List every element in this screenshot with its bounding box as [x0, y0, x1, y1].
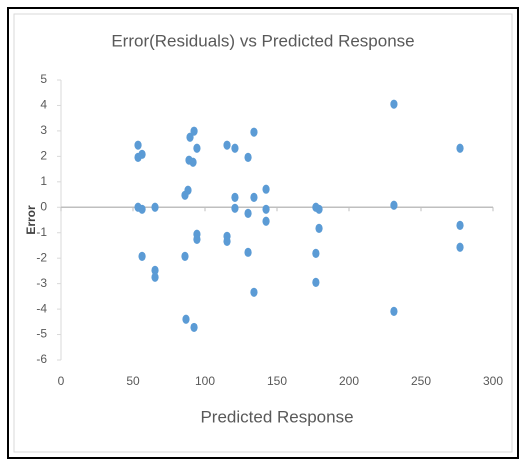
point: [189, 157, 197, 167]
point: [390, 99, 398, 109]
point: [181, 251, 189, 261]
point: [250, 127, 258, 137]
point: [315, 223, 323, 233]
x-tick-label: 300: [483, 374, 503, 388]
x-axis-label: Predicted Response: [200, 407, 353, 426]
point: [138, 204, 146, 214]
point: [190, 126, 198, 136]
y-tick-label: 1: [40, 174, 47, 188]
point: [312, 277, 320, 287]
chart-area: [13, 13, 513, 453]
point: [262, 216, 270, 226]
y-tick-label: -1: [36, 225, 47, 239]
point: [182, 314, 190, 324]
y-tick-label: 0: [40, 199, 47, 213]
y-tick-label: -3: [36, 276, 47, 290]
y-tick-label: -6: [36, 352, 47, 366]
y-tick-label: -2: [36, 250, 47, 264]
point: [456, 220, 464, 230]
point: [138, 251, 146, 261]
y-tick-label: -5: [36, 327, 47, 341]
x-tick-label: 0: [58, 374, 65, 388]
x-tick-label: 150: [267, 374, 287, 388]
point: [390, 200, 398, 210]
point: [456, 143, 464, 153]
point: [390, 306, 398, 316]
point: [250, 192, 258, 202]
y-tick-label: 4: [40, 98, 47, 112]
point: [262, 204, 270, 214]
point: [231, 143, 239, 153]
point: [244, 208, 252, 218]
y-axis-label: Error: [24, 205, 38, 235]
point: [456, 242, 464, 252]
point: [262, 184, 270, 194]
point: [193, 143, 201, 153]
point: [181, 190, 189, 200]
x-tick-label: 50: [126, 374, 140, 388]
point: [244, 247, 252, 257]
point: [134, 140, 142, 150]
x-tick-label: 250: [411, 374, 431, 388]
point: [193, 234, 201, 244]
point: [231, 192, 239, 202]
point: [250, 287, 258, 297]
point: [190, 322, 198, 333]
point: [151, 265, 159, 275]
point: [138, 149, 146, 159]
point: [244, 152, 252, 162]
point: [151, 202, 159, 212]
x-tick-label: 200: [339, 374, 359, 388]
point: [312, 248, 320, 258]
point: [315, 204, 323, 214]
y-tick-label: 3: [40, 123, 47, 137]
x-tick-label: 100: [195, 374, 215, 388]
point: [186, 132, 194, 142]
point: [223, 140, 231, 150]
y-tick-label: 5: [40, 72, 47, 86]
chart-title: Error(Residuals) vs Predicted Response: [111, 31, 414, 50]
point: [231, 203, 239, 213]
y-tick-label: 2: [40, 149, 47, 163]
chart-frame: [7, 7, 519, 459]
point: [151, 272, 159, 282]
y-tick-label: -4: [36, 301, 47, 315]
point: [223, 236, 231, 246]
